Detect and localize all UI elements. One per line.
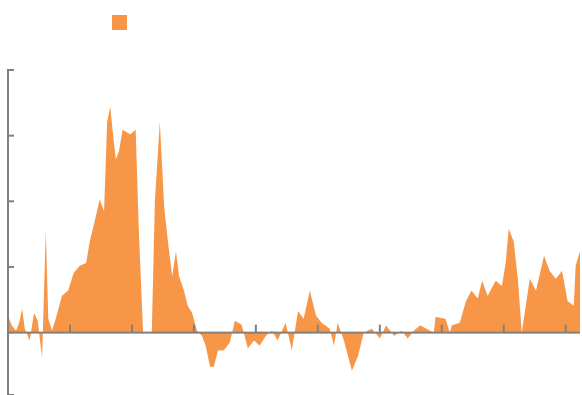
legend-swatch	[112, 15, 127, 30]
area	[8, 106, 580, 371]
